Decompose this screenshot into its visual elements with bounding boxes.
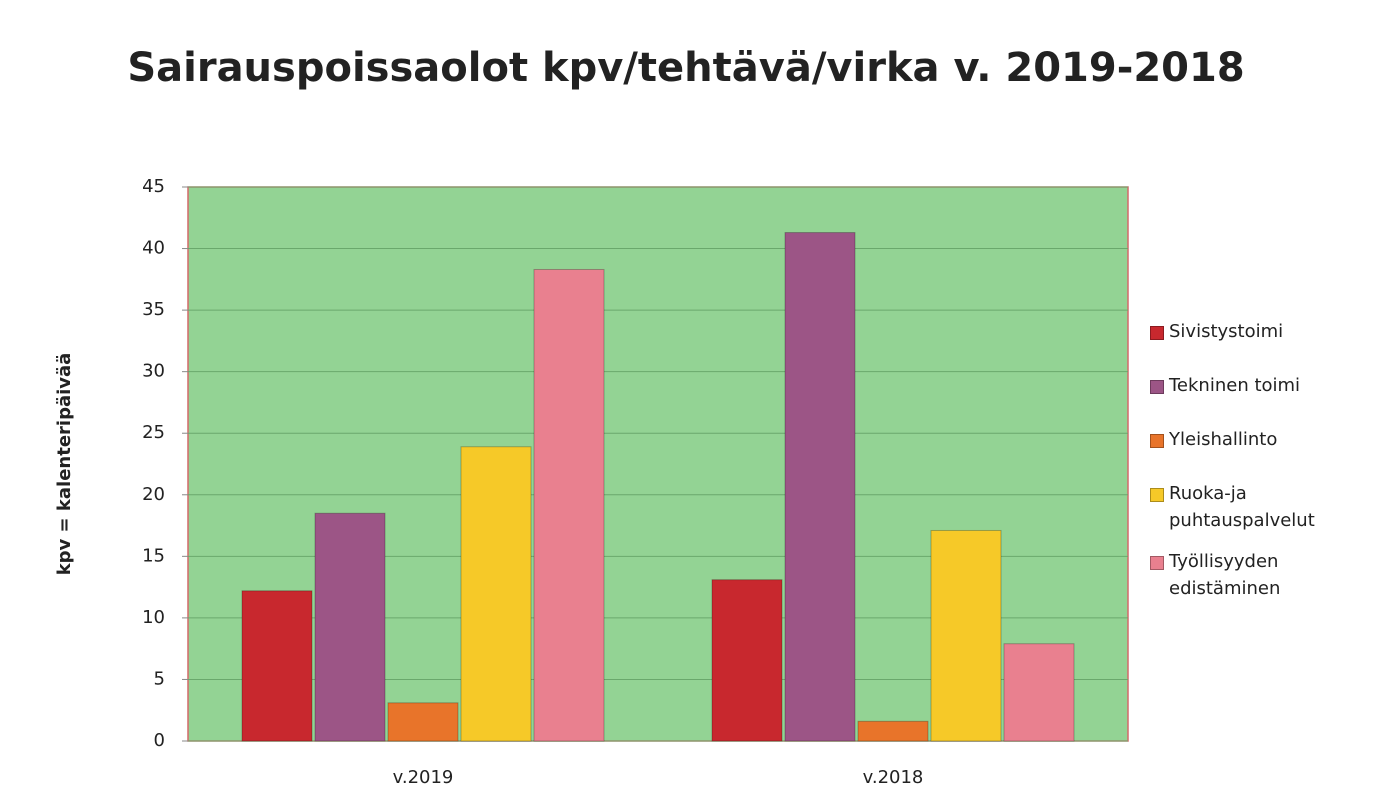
legend-label: Ruoka-ja puhtauspalvelut bbox=[1169, 483, 1315, 531]
legend-item: Tekninen toimi bbox=[1150, 372, 1325, 399]
bar bbox=[314, 512, 386, 742]
legend-item: Sivistystoimi bbox=[1150, 318, 1325, 345]
y-tick-label: 5 bbox=[154, 668, 165, 689]
y-axis-label: kpv = kalenteripäivää bbox=[54, 353, 75, 576]
legend-swatch bbox=[1150, 556, 1164, 570]
chart-title: Sairauspoissaolot kpv/tehtävä/virka v. 2… bbox=[127, 45, 1244, 91]
bar bbox=[460, 446, 532, 742]
bar bbox=[930, 529, 1002, 742]
y-tick-label: 0 bbox=[154, 730, 165, 751]
y-tick-label: 20 bbox=[142, 484, 165, 505]
legend-label: Työllisyyden edistäminen bbox=[1169, 551, 1281, 599]
legend-swatch bbox=[1150, 326, 1164, 340]
x-tick-label: v.2019 bbox=[393, 767, 454, 788]
bar bbox=[711, 579, 783, 742]
legend-label: Tekninen toimi bbox=[1169, 375, 1301, 396]
bar bbox=[784, 232, 856, 742]
bar bbox=[387, 702, 459, 742]
bar bbox=[1003, 643, 1075, 742]
y-tick-label: 10 bbox=[142, 607, 165, 628]
legend-item: Yleishallinto bbox=[1150, 426, 1325, 453]
x-tick-label: v.2018 bbox=[863, 767, 924, 788]
y-tick-label: 15 bbox=[142, 545, 165, 566]
bar bbox=[241, 590, 313, 742]
y-tick-label: 40 bbox=[142, 238, 165, 259]
legend-swatch bbox=[1150, 488, 1164, 502]
legend-swatch bbox=[1150, 434, 1164, 448]
y-tick-label: 25 bbox=[142, 422, 165, 443]
legend: Sivistystoimi Tekninen toimi Yleishallinto… bbox=[1150, 318, 1325, 629]
legend-item: Työllisyyden edistäminen bbox=[1150, 548, 1325, 602]
bar bbox=[533, 268, 605, 742]
bar bbox=[857, 720, 929, 742]
legend-label: Sivistystoimi bbox=[1169, 321, 1284, 342]
y-tick-label: 35 bbox=[142, 299, 165, 320]
y-tick-label: 45 bbox=[142, 176, 165, 197]
legend-swatch bbox=[1150, 380, 1164, 394]
y-tick-label: 30 bbox=[142, 361, 165, 382]
legend-label: Yleishallinto bbox=[1169, 429, 1278, 450]
legend-item: Ruoka-ja puhtauspalvelut bbox=[1150, 480, 1325, 534]
